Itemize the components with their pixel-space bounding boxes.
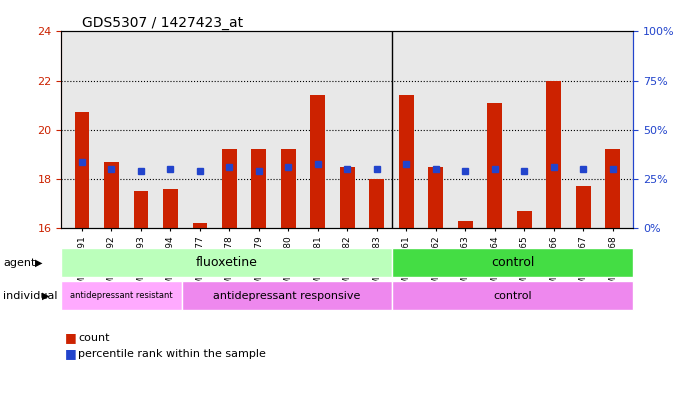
FancyBboxPatch shape [61,281,182,310]
Bar [428,167,443,228]
Text: percentile rank within the sample: percentile rank within the sample [78,349,266,359]
Bar [222,149,237,228]
Text: control: control [494,291,533,301]
Bar [133,191,148,228]
Text: ■: ■ [65,331,76,345]
Bar [399,95,413,228]
Text: antidepressant resistant: antidepressant resistant [70,291,173,300]
Text: agent: agent [3,257,36,268]
Text: fluoxetine: fluoxetine [196,256,258,269]
Bar [605,149,620,228]
FancyBboxPatch shape [392,281,633,310]
Text: GDS5307 / 1427423_at: GDS5307 / 1427423_at [82,16,243,30]
Bar [369,179,384,228]
Bar [74,112,89,228]
Text: ▶: ▶ [42,291,50,301]
Text: ▶: ▶ [35,257,43,268]
Text: antidepressant responsive: antidepressant responsive [213,291,361,301]
Bar [517,211,532,228]
Bar [546,81,561,228]
Bar [193,223,207,228]
Bar [251,149,266,228]
Text: control: control [491,256,535,269]
FancyBboxPatch shape [392,248,633,277]
Bar [576,186,590,228]
Bar [281,149,296,228]
Text: ■: ■ [65,347,76,360]
FancyBboxPatch shape [61,248,392,277]
Bar [311,95,326,228]
Text: count: count [78,333,110,343]
Bar [458,220,473,228]
Bar [340,167,355,228]
Bar [104,162,118,228]
Bar [163,189,178,228]
Bar [488,103,502,228]
Text: individual: individual [3,291,58,301]
FancyBboxPatch shape [182,281,392,310]
